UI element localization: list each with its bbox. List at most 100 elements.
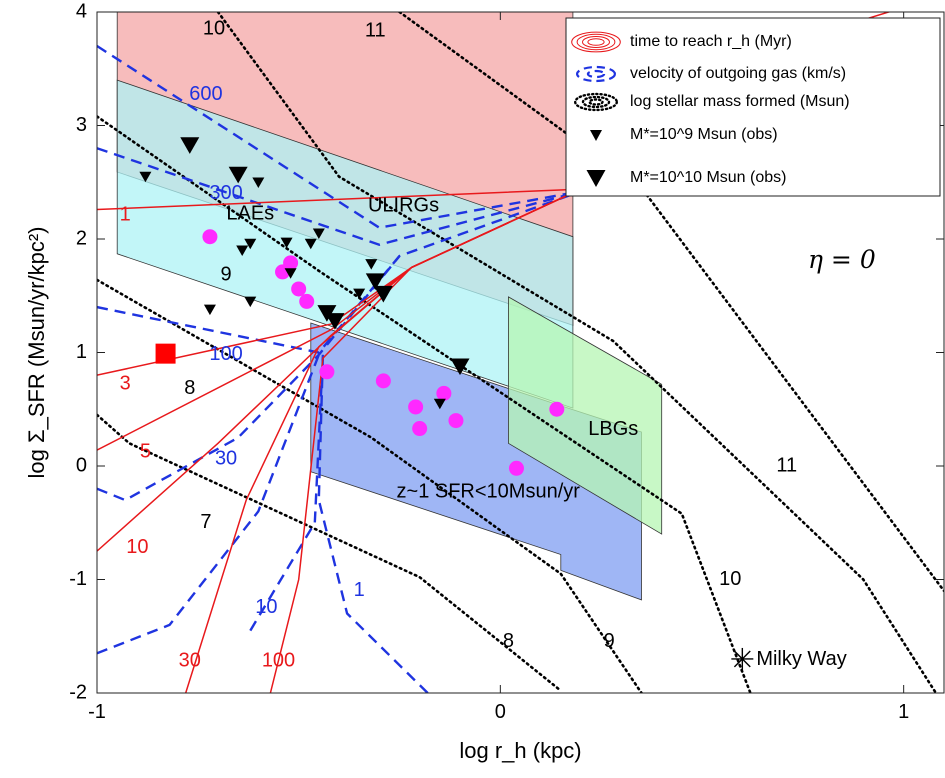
magenta-point — [412, 421, 428, 437]
legend-time-ring — [576, 33, 616, 51]
obs-small-triangle — [139, 171, 152, 183]
y-tick-label: 2 — [76, 227, 87, 249]
y-axis-label: log Σ_SFR (Msun/yr/kpc²) — [24, 227, 49, 479]
obs-small-triangle — [203, 304, 216, 316]
magenta-point — [408, 399, 424, 415]
legend-label: time to reach r_h (Myr) — [630, 33, 792, 50]
eta-annotation: η = 0 — [808, 245, 876, 274]
mass-contour-line — [216, 12, 938, 693]
mass-contour-label: 10 — [203, 17, 225, 39]
obs-large-triangle — [228, 166, 248, 184]
legend-mass-ring — [581, 95, 611, 109]
velocity-contour-label: 300 — [209, 182, 242, 204]
data-points — [139, 137, 754, 670]
time-contour-label: 5 — [140, 441, 151, 463]
obs-large-triangle — [325, 313, 345, 330]
time-contour-label: 3 — [120, 373, 131, 395]
obs-large-triangle — [365, 273, 385, 291]
obs-small-triangle — [304, 238, 317, 250]
obs-small-triangle — [312, 228, 325, 240]
mass-contour-label: 7 — [200, 511, 211, 533]
time-contour-label: 10 — [126, 536, 148, 558]
obs-small-triangle — [353, 288, 366, 300]
velocity-contour-line — [97, 147, 582, 246]
velocity-contour-label: 1 — [354, 579, 365, 601]
time-contours — [97, 12, 892, 693]
magenta-point — [508, 460, 524, 476]
obs-small-triangle — [236, 245, 249, 257]
x-axis-label: log r_h (kpc) — [459, 738, 581, 763]
region-label: LBGs — [588, 418, 638, 440]
time-contour-label: 30 — [179, 650, 201, 672]
legend-time-ring — [571, 31, 621, 53]
mass-contour-line — [97, 278, 643, 693]
legend-small-triangle-icon — [590, 130, 602, 141]
y-tick-label: 4 — [76, 0, 87, 22]
y-tick-label: 1 — [76, 341, 87, 363]
velocity-contour-label: 30 — [215, 447, 237, 469]
mass-contour-label: 9 — [604, 630, 615, 652]
mass-contour-label: 11 — [365, 20, 386, 42]
legend-label: velocity of outgoing gas (km/s) — [630, 65, 846, 82]
time-contour-label: 100 — [262, 650, 295, 672]
mass-contour-line — [97, 413, 563, 693]
legend-time-ring — [582, 36, 610, 48]
obs-small-triangle — [252, 177, 265, 188]
x-tick-label: 1 — [898, 701, 909, 723]
region-label: z~1 SFR<10Msun/yr — [397, 480, 581, 502]
velocity-contour-line — [97, 354, 320, 655]
velocity-contour-label: 600 — [189, 83, 222, 105]
mass-contour-label: 8 — [503, 630, 514, 652]
obs-small-triangle — [244, 296, 257, 308]
x-tick-label: 0 — [495, 701, 506, 723]
magenta-point — [436, 385, 452, 401]
legend-box — [565, 17, 941, 197]
obs-small-triangle — [284, 268, 297, 279]
legend-mass-icon — [574, 92, 619, 112]
magenta-point — [299, 293, 315, 309]
legend-label: log stellar mass formed (Msun) — [630, 93, 850, 110]
legend-time-icon — [571, 31, 621, 53]
magenta-point — [375, 373, 391, 389]
magenta-point — [448, 413, 464, 429]
obs-small-triangle — [280, 237, 293, 249]
red-square-marker — [155, 343, 176, 364]
legend-mass-ring — [574, 92, 619, 112]
obs-large-triangle — [450, 358, 470, 376]
x-tick-label: -1 — [88, 701, 106, 723]
mass-contour-label: 8 — [184, 377, 195, 399]
legend-velocity-icon — [575, 65, 616, 83]
magenta-point — [202, 229, 218, 245]
mass-contour-line — [97, 115, 752, 693]
milky-way-star-stroke — [733, 650, 751, 668]
legend-label: M*=10^9 Msun (obs) — [630, 126, 778, 143]
legend: time to reach r_h (Myr) velocity of outgo… — [565, 17, 941, 197]
chart-annotations: ULIRGs LAEs z~1 SFR<10Msun/yr LBGs 1 3 5 10 30 10… — [120, 17, 847, 671]
velocity-contour-label: 10 — [255, 596, 277, 618]
y-tick-label: 0 — [76, 454, 87, 476]
eta-label: η = 0 — [808, 245, 876, 274]
velocity-contour-line — [97, 255, 401, 502]
legend-large-triangle-icon — [586, 170, 606, 187]
velocity-contour-line — [317, 354, 429, 693]
obs-small-triangle — [365, 259, 378, 270]
region-label: ULIRGs — [368, 194, 439, 216]
milky-way-label: Milky Way — [756, 648, 846, 670]
legend-velocity-ring — [575, 65, 616, 83]
legend-velocity-ring — [586, 69, 606, 79]
obs-large-triangle — [180, 137, 200, 154]
y-tick-label: -1 — [69, 568, 87, 590]
mass-contour-label: 10 — [719, 568, 741, 590]
magenta-point — [549, 401, 565, 417]
y-tick-label: -2 — [69, 681, 87, 703]
mass-contour-label: 11 — [776, 454, 797, 476]
region-label: LAEs — [226, 202, 274, 224]
legend-label: M*=10^10 Msun (obs) — [630, 169, 786, 186]
time-contour-label: 1 — [120, 203, 131, 225]
velocity-contour-label: 100 — [209, 343, 242, 365]
time-contour-line — [269, 188, 582, 693]
magenta-point — [291, 281, 307, 297]
legend-mass-ring — [588, 98, 604, 106]
